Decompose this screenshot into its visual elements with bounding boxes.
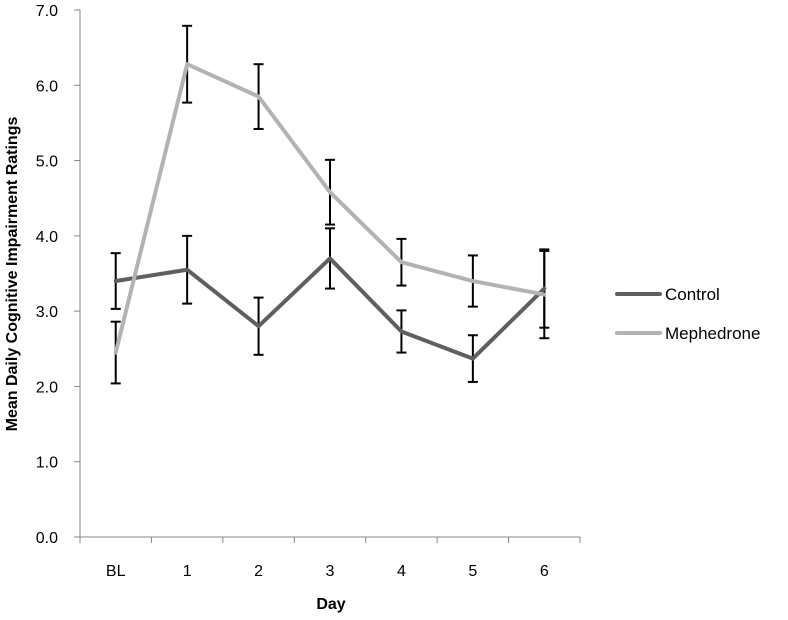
y-tick-label: 5.0 [36, 154, 58, 171]
x-tick-label: 5 [468, 563, 477, 580]
y-tick-label: 3.0 [36, 304, 58, 321]
series-line-control [113, 256, 547, 361]
x-tick-label: 6 [540, 563, 549, 580]
legend: Control Mephedrone [615, 285, 760, 343]
error-bars [110, 24, 550, 385]
legend-item-mephedrone: Mephedrone [615, 324, 760, 343]
y-tick-label: 1.0 [36, 455, 58, 472]
x-tick-label: 3 [326, 563, 335, 580]
series-line-mephedrone [113, 62, 547, 355]
series-lines [113, 62, 547, 361]
x-tick-label: 1 [183, 563, 192, 580]
legend-label-control: Control [665, 285, 720, 304]
x-tick-label: 4 [397, 563, 406, 580]
y-tick-label: 4.0 [36, 229, 58, 246]
x-tick-label: BL [106, 563, 126, 580]
y-axis-title: Mean Daily Cognitive Impairment Ratings [4, 117, 21, 432]
axes: 0.0 1.0 2.0 3.0 4.0 5.0 6.0 7.0 BL 1 2 3 4 5 6 [36, 3, 581, 580]
legend-item-control: Control [615, 285, 720, 304]
x-axis-title: Day [316, 596, 345, 613]
y-tick-label: 7.0 [36, 3, 58, 20]
y-tick-label: 2.0 [36, 379, 58, 396]
x-tick-label: 2 [254, 563, 263, 580]
y-tick-label: 0.0 [36, 530, 58, 547]
y-tick-label: 6.0 [36, 78, 58, 95]
legend-label-mephedrone: Mephedrone [665, 324, 760, 343]
